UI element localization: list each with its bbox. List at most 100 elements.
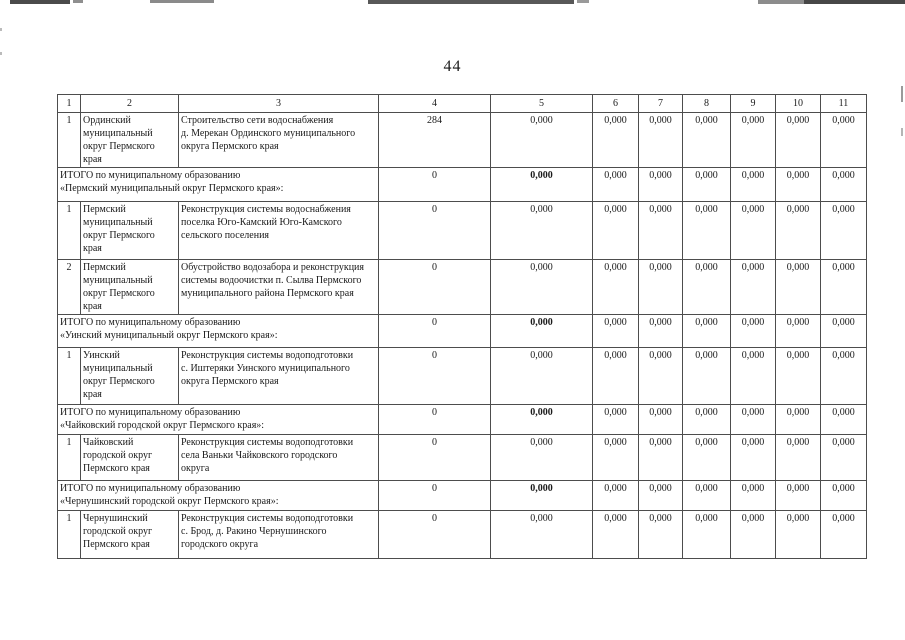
total-row: ИТОГО по муниципальному образованию «Чер… [57,480,867,511]
value-cell: 0 [378,404,491,435]
value-cell: 0,000 [820,347,867,405]
scan-artifact [577,0,589,3]
value-cell: 0,000 [490,434,593,481]
value-cell: 0,000 [490,201,593,260]
header-cell: 7 [638,94,683,113]
value-cell: 0,000 [775,112,821,168]
value-cell: 0,000 [730,510,776,559]
value-cell: 0,000 [638,201,683,260]
scan-artifact [901,86,903,102]
value-cell: 0,000 [820,201,867,260]
value-cell: 0,000 [682,167,731,202]
table-row: 1 Чайковский городской округ Пермского к… [57,434,867,481]
value-cell: 0,000 [592,112,639,168]
total-row: ИТОГО по муниципальному образованию «Пер… [57,167,867,202]
scan-artifact [804,0,905,4]
scan-artifact [0,52,2,55]
value-cell: 0,000 [638,347,683,405]
value-cell: 0,000 [638,112,683,168]
value-cell: 0,000 [775,314,821,348]
row-number-cell: 1 [57,510,81,559]
header-cell: 10 [775,94,821,113]
municipality-cell: Ординский муниципальный округ Пермского … [80,112,179,168]
value-cell: 0,000 [682,510,731,559]
scan-artifact [758,0,804,4]
value-cell: 0,000 [820,314,867,348]
value-cell: 0,000 [682,480,731,511]
value-cell: 0,000 [592,314,639,348]
value-cell: 0,000 [682,404,731,435]
header-cell: 6 [592,94,639,113]
project-cell: Реконструкция системы водоподготовки сел… [178,434,379,481]
header-cell: 8 [682,94,731,113]
value-cell: 0,000 [490,510,593,559]
value-cell: 0,000 [775,510,821,559]
project-cell: Обустройство водозабора и реконструкция … [178,259,379,315]
value-cell: 0 [378,510,491,559]
total-label-cell: ИТОГО по муниципальному образованию «Пер… [57,167,379,202]
value-cell: 0,000 [730,480,776,511]
value-cell: 0,000 [638,314,683,348]
value-cell: 0,000 [730,347,776,405]
value-cell: 0 [378,201,491,260]
value-cell: 284 [378,112,491,168]
project-cell: Реконструкция системы водоподготовки с. … [178,510,379,559]
row-number-cell: 1 [57,347,81,405]
value-cell: 0,000 [682,347,731,405]
scan-artifact [901,128,903,136]
value-cell: 0,000 [682,259,731,315]
header-cell: 2 [80,94,179,113]
value-cell: 0,000 [638,480,683,511]
total-label-cell: ИТОГО по муниципальному образованию «Чер… [57,480,379,511]
value-cell: 0,000 [490,347,593,405]
header-cell: 3 [178,94,379,113]
value-cell: 0,000 [638,434,683,481]
value-cell: 0,000 [730,259,776,315]
table-row: 1 Чернушинский городской округ Пермского… [57,510,867,559]
value-cell: 0,000 [730,314,776,348]
value-cell: 0,000 [820,259,867,315]
value-cell: 0,000 [730,434,776,481]
table-row: 1 Уинский муниципальный округ Пермского … [57,347,867,405]
header-cell: 4 [378,94,491,113]
value-cell: 0,000 [775,480,821,511]
municipality-cell: Чернушинский городской округ Пермского к… [80,510,179,559]
value-cell: 0,000 [730,167,776,202]
header-cell: 11 [820,94,867,113]
value-cell: 0,000 [775,259,821,315]
value-cell: 0,000 [638,404,683,435]
value-cell: 0,000 [682,314,731,348]
value-cell: 0,000 [638,510,683,559]
value-cell: 0,000 [490,404,593,435]
row-number-cell: 2 [57,259,81,315]
value-cell: 0,000 [592,510,639,559]
project-cell: Реконструкция системы водоснабжения посе… [178,201,379,260]
value-cell: 0,000 [638,259,683,315]
value-cell: 0,000 [592,347,639,405]
scan-artifact [150,0,214,3]
value-cell: 0,000 [682,434,731,481]
project-cell: Строительство сети водоснабжения д. Мере… [178,112,379,168]
scan-artifact [0,28,2,31]
total-row: ИТОГО по муниципальному образованию «Уин… [57,314,867,348]
table-header-row: 1 2 3 4 5 6 7 8 9 10 11 [57,94,867,113]
value-cell: 0,000 [730,112,776,168]
value-cell: 0,000 [592,480,639,511]
value-cell: 0,000 [682,112,731,168]
page-number: 44 [443,58,462,75]
value-cell: 0,000 [820,510,867,559]
project-cell: Реконструкция системы водоподготовки с. … [178,347,379,405]
row-number-cell: 1 [57,201,81,260]
value-cell: 0,000 [820,167,867,202]
value-cell: 0,000 [820,480,867,511]
value-cell: 0,000 [775,404,821,435]
municipality-cell: Пермский муниципальный округ Пермского к… [80,259,179,315]
value-cell: 0 [378,480,491,511]
value-cell: 0,000 [775,434,821,481]
total-label-cell: ИТОГО по муниципальному образованию «Чай… [57,404,379,435]
value-cell: 0,000 [592,167,639,202]
value-cell: 0,000 [592,201,639,260]
scan-artifact [368,0,574,4]
value-cell: 0,000 [490,480,593,511]
